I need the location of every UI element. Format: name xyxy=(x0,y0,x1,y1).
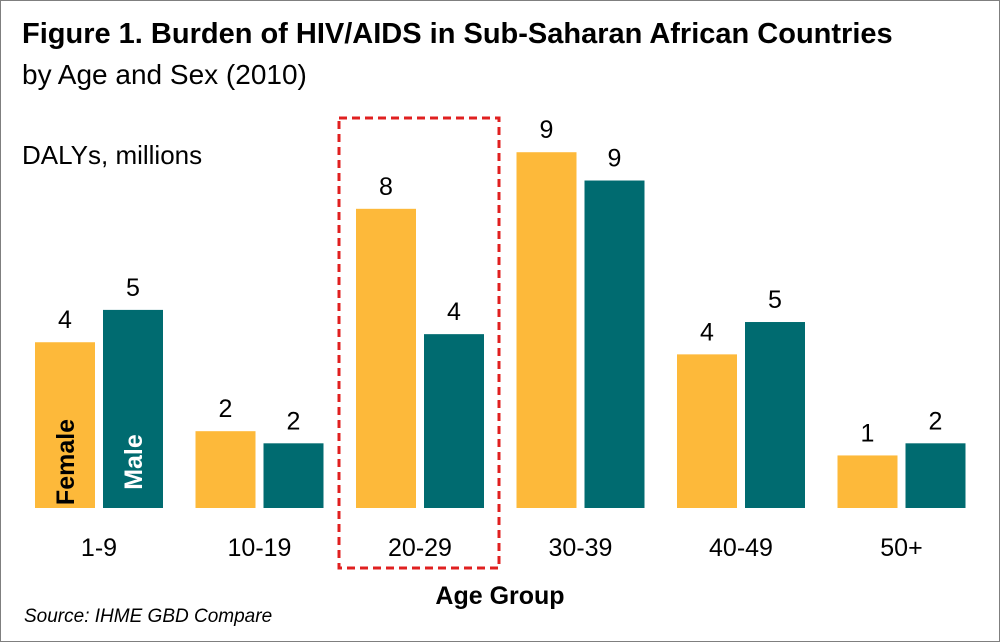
bar-male-1-9 xyxy=(103,309,163,508)
bar-male-10-19 xyxy=(263,443,324,508)
data-label: 1 xyxy=(861,419,875,447)
data-label: 9 xyxy=(540,116,554,144)
bar-female-20-29 xyxy=(356,208,416,508)
x-tick-label: 50+ xyxy=(880,534,922,562)
data-label: 4 xyxy=(447,298,461,326)
data-label: 5 xyxy=(768,286,782,314)
highlight-box xyxy=(337,116,501,570)
x-tick-label: 10-19 xyxy=(228,534,292,562)
data-label: 2 xyxy=(219,395,233,423)
y-axis-label: DALYs, millions xyxy=(22,140,203,170)
legend-female: Female xyxy=(52,419,80,505)
bar-female-40-49 xyxy=(677,354,737,508)
bar-female-30-39 xyxy=(516,152,577,508)
bar-male-20-29 xyxy=(424,334,484,508)
data-label: 9 xyxy=(608,145,622,173)
bar-male-50+ xyxy=(905,443,966,508)
bar-female-50+ xyxy=(837,455,898,508)
chart-title: Figure 1. Burden of HIV/AIDS in Sub-Saha… xyxy=(22,18,893,50)
data-label: 5 xyxy=(126,274,140,302)
data-label: 4 xyxy=(700,318,714,346)
x-tick-label: 40-49 xyxy=(709,534,773,562)
bar-male-40-49 xyxy=(745,322,805,508)
legend-male: Male xyxy=(120,434,148,490)
bar-female-1-9 xyxy=(35,342,95,508)
x-tick-label: 20-29 xyxy=(388,534,452,562)
data-label: 2 xyxy=(929,407,943,435)
source-note: Source: IHME GBD Compare xyxy=(24,606,273,627)
x-tick-label: 1-9 xyxy=(81,534,117,562)
data-label: 2 xyxy=(287,407,301,435)
bar-male-30-39 xyxy=(584,180,645,509)
chart-subtitle: by Age and Sex (2010) xyxy=(22,59,307,90)
x-axis-label: Age Group xyxy=(435,582,565,610)
data-label: 8 xyxy=(379,173,393,201)
bar-female-10-19 xyxy=(195,431,256,508)
data-label: 4 xyxy=(58,306,72,334)
x-tick-label: 30-39 xyxy=(549,534,613,562)
